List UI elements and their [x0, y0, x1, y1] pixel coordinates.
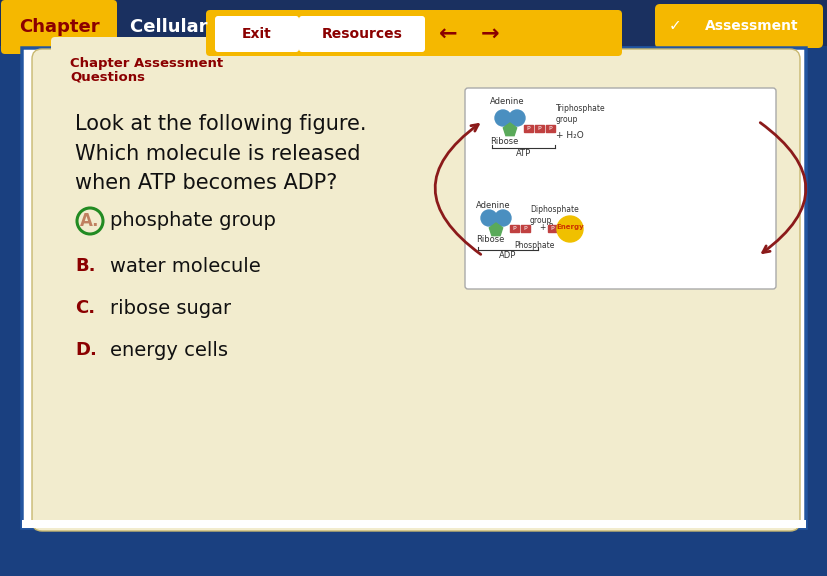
Text: Ribose: Ribose: [490, 138, 518, 146]
Text: Adenine: Adenine: [476, 202, 510, 210]
Text: A.: A.: [80, 212, 99, 230]
Bar: [22, 48, 805, 528]
Text: water molecule: water molecule: [110, 256, 261, 275]
Text: C.: C.: [75, 299, 95, 317]
Circle shape: [557, 216, 582, 242]
Bar: [22, 520, 805, 528]
Text: ←: ←: [438, 24, 457, 44]
Text: Resources: Resources: [321, 27, 402, 41]
Text: ✓: ✓: [668, 18, 681, 33]
Text: Look at the following figure.
Which molecule is released
when ATP becomes ADP?: Look at the following figure. Which mole…: [75, 114, 366, 193]
Text: P: P: [512, 226, 516, 231]
Text: Phosphate: Phosphate: [514, 241, 554, 249]
Text: Questions: Questions: [70, 70, 145, 84]
Bar: [509, 225, 519, 232]
Bar: [0, 0, 827, 46]
Text: Triphosphate
group: Triphosphate group: [555, 104, 605, 124]
Text: + P +: + P +: [539, 222, 562, 232]
Text: P: P: [548, 126, 552, 131]
FancyBboxPatch shape: [1, 0, 117, 54]
Text: Cellular Energy: Cellular Energy: [130, 18, 284, 36]
FancyBboxPatch shape: [215, 16, 299, 52]
Bar: [523, 125, 533, 132]
Text: Chapter Assessment: Chapter Assessment: [70, 56, 222, 70]
FancyArrowPatch shape: [435, 124, 480, 255]
Text: P: P: [523, 226, 527, 231]
Text: D.: D.: [75, 341, 97, 359]
Circle shape: [509, 110, 524, 126]
Circle shape: [480, 210, 496, 226]
Text: P: P: [537, 126, 541, 131]
Text: Exit: Exit: [241, 27, 271, 41]
Text: Ribose: Ribose: [476, 236, 504, 244]
Bar: [545, 125, 554, 132]
Text: phosphate group: phosphate group: [110, 211, 275, 230]
FancyBboxPatch shape: [206, 10, 621, 56]
Text: ATP: ATP: [515, 150, 530, 158]
FancyBboxPatch shape: [299, 16, 424, 52]
Text: Chapter: Chapter: [19, 18, 99, 36]
FancyArrowPatch shape: [759, 123, 805, 252]
Text: P: P: [550, 226, 553, 231]
FancyBboxPatch shape: [465, 88, 775, 289]
FancyBboxPatch shape: [654, 4, 822, 48]
Text: Energy: Energy: [556, 224, 583, 230]
Bar: [534, 125, 543, 132]
Bar: [520, 225, 529, 232]
Text: P: P: [526, 126, 529, 131]
Circle shape: [495, 110, 510, 126]
FancyBboxPatch shape: [32, 49, 799, 531]
Text: + H₂O: + H₂O: [555, 131, 583, 141]
Text: →: →: [480, 24, 499, 44]
Text: Adenine: Adenine: [490, 97, 524, 107]
Circle shape: [495, 210, 510, 226]
Bar: [547, 225, 557, 232]
Text: B.: B.: [75, 257, 95, 275]
Text: energy cells: energy cells: [110, 340, 227, 359]
Text: Assessment: Assessment: [705, 19, 798, 33]
FancyBboxPatch shape: [51, 37, 289, 90]
Text: ADP: ADP: [499, 252, 516, 260]
Text: Diphosphate
group: Diphosphate group: [529, 205, 578, 225]
Text: ribose sugar: ribose sugar: [110, 298, 231, 317]
